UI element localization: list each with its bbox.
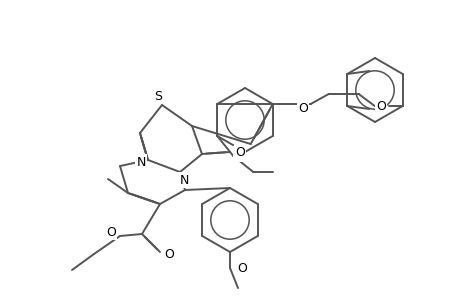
- Text: O: O: [235, 146, 244, 158]
- Text: N: N: [179, 173, 188, 187]
- Text: O: O: [234, 148, 244, 160]
- Text: O: O: [297, 101, 307, 115]
- Text: N: N: [136, 155, 146, 169]
- Text: O: O: [236, 262, 246, 275]
- Text: O: O: [164, 248, 174, 260]
- Text: O: O: [375, 100, 385, 112]
- Text: S: S: [154, 89, 162, 103]
- Text: O: O: [106, 226, 116, 238]
